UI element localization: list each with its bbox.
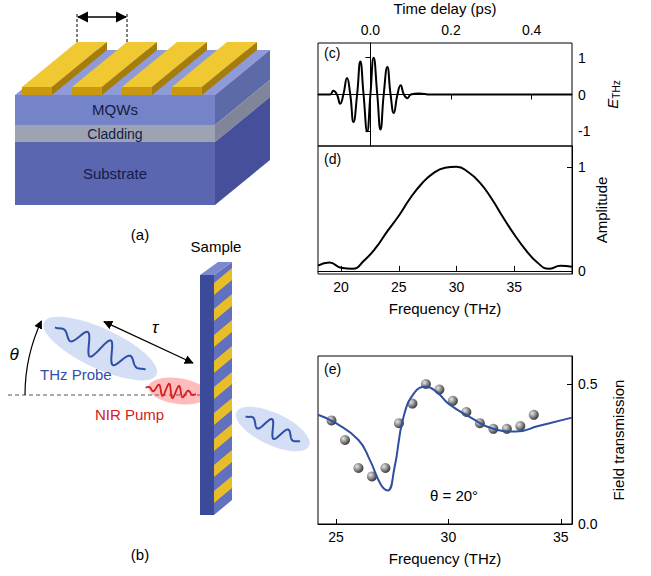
svg-text:1: 1 [578, 50, 586, 66]
svg-text:0.4: 0.4 [522, 22, 542, 38]
svg-text:(b): (b) [131, 546, 149, 563]
svg-text:0.2: 0.2 [441, 22, 461, 38]
svg-text:MQWs: MQWs [92, 101, 138, 118]
svg-text:Sample: Sample [191, 238, 242, 255]
svg-text:τ: τ [152, 318, 160, 337]
svg-text:Field transmission: Field transmission [610, 380, 627, 501]
svg-text:THz: THz [611, 80, 622, 98]
svg-text:0.0: 0.0 [578, 516, 598, 532]
svg-text:(c): (c) [324, 45, 340, 61]
svg-text:0: 0 [578, 263, 586, 279]
svg-text:30: 30 [449, 279, 465, 295]
svg-text:0: 0 [578, 87, 586, 103]
svg-text:NIR Pump: NIR Pump [95, 406, 164, 423]
svg-text:θ: θ [10, 345, 20, 364]
svg-text:30: 30 [441, 529, 457, 545]
svg-text:THz Probe: THz Probe [40, 366, 112, 383]
svg-text:θ = 20°: θ = 20° [430, 487, 478, 504]
svg-text:20: 20 [333, 279, 349, 295]
svg-text:35: 35 [506, 279, 522, 295]
svg-text:25: 25 [328, 529, 344, 545]
svg-text:(a): (a) [131, 226, 149, 243]
svg-text:35: 35 [553, 529, 569, 545]
svg-text:1: 1 [578, 159, 586, 175]
svg-text:Time delay (ps): Time delay (ps) [394, 0, 497, 17]
svg-text:Amplitude: Amplitude [593, 177, 610, 244]
svg-text:E: E [603, 98, 621, 109]
svg-text:Cladding: Cladding [87, 126, 142, 142]
svg-text:Substrate: Substrate [83, 165, 147, 182]
svg-text:Frequency (THz): Frequency (THz) [389, 550, 502, 567]
svg-text:25: 25 [391, 279, 407, 295]
svg-text:(e): (e) [324, 361, 341, 377]
svg-text:-1: -1 [578, 123, 591, 139]
svg-text:0.5: 0.5 [578, 376, 598, 392]
svg-text:0.0: 0.0 [361, 22, 381, 38]
svg-text:(d): (d) [324, 151, 341, 167]
svg-text:Frequency (THz): Frequency (THz) [389, 300, 502, 317]
